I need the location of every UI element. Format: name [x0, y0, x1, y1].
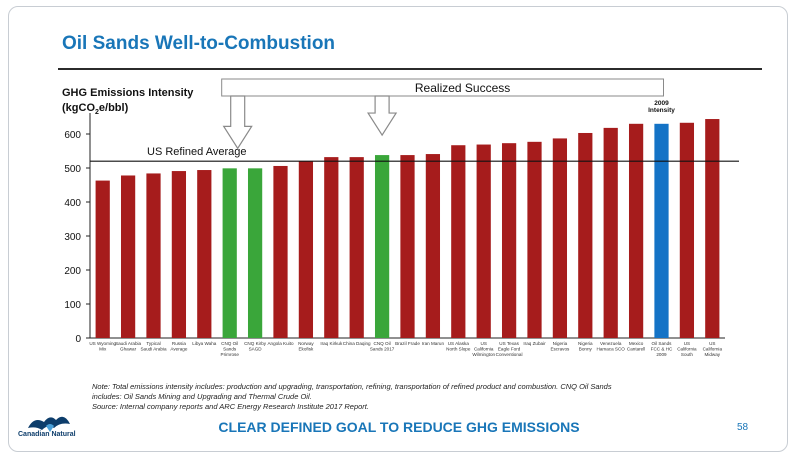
- us-refined-average-label: US Refined Average: [147, 146, 246, 158]
- bar: [400, 155, 415, 338]
- x-tick-label: US Alaska North Slope: [446, 341, 471, 352]
- x-tick-label: US California Midway: [703, 341, 723, 357]
- y-tick-label: 400: [64, 198, 81, 209]
- bar: [552, 138, 568, 338]
- bar: [705, 119, 720, 338]
- y-tick-label: 600: [64, 130, 81, 141]
- bar: [374, 155, 390, 338]
- x-tick-label: Venezuela Hamaca SCO: [597, 341, 626, 352]
- bar: [95, 180, 110, 338]
- x-tick-label: US California South: [677, 341, 697, 357]
- bar: [298, 161, 314, 338]
- x-tick-label: Russia Average: [170, 341, 187, 352]
- maple-leaf-icon: [28, 416, 70, 432]
- slide-tagline: CLEAR DEFINED GOAL TO REDUCE GHG EMISSIO…: [218, 419, 580, 435]
- x-tick-label: Mexico Cantarell: [627, 341, 645, 352]
- bar: [425, 154, 441, 338]
- bar: [679, 122, 695, 338]
- y-tick-label: 200: [64, 266, 81, 277]
- page-number: 58: [737, 422, 749, 433]
- realized-success-label: Realized Success: [415, 81, 510, 95]
- bar: [222, 168, 237, 338]
- y-tick-label: 500: [64, 164, 81, 175]
- x-tick-label: US Wyoming Mix: [89, 341, 116, 352]
- x-tick-label: US California Wilmington: [472, 341, 495, 357]
- x-tick-label: Iraq Zubair: [523, 341, 546, 346]
- y-axis-label-line1: GHG Emissions Intensity: [62, 87, 194, 99]
- x-tick-label: Norway Ekofisk: [298, 341, 314, 352]
- bar: [273, 165, 288, 338]
- bar: [578, 132, 593, 338]
- arrow-down-icon: [367, 95, 398, 137]
- x-tick-label: Typical Saudi Arabia: [140, 341, 166, 352]
- bar: [501, 143, 517, 338]
- x-tick-label: CNQ Oil Sands 2017: [370, 341, 395, 352]
- title-divider: [58, 68, 762, 70]
- y-tick-label: 0: [75, 334, 81, 345]
- x-tick-label: Libya Waha: [192, 341, 217, 346]
- bar: [476, 144, 491, 338]
- x-tick-label: China Daqing: [343, 341, 371, 346]
- x-tick-label: Saudi Arabia Ghawar: [115, 341, 141, 352]
- slide-title: Oil Sands Well-to-Combustion: [62, 33, 336, 54]
- bar: [603, 127, 618, 338]
- footnote-line: Source: Internal company reports and ARC…: [92, 402, 369, 411]
- x-tick-label: CNQ Kirby SAGD: [244, 341, 267, 352]
- bar: [527, 141, 542, 338]
- y-tick-label: 300: [64, 232, 81, 243]
- bar: [120, 175, 136, 338]
- x-tick-label: Iraq Kirkuk: [320, 341, 343, 346]
- arrow-down-icon: [222, 95, 253, 150]
- x-tick-label: Oil Sands FCC & HC 2009: [651, 341, 673, 357]
- y-tick-label: 100: [64, 300, 81, 311]
- bar: [247, 168, 263, 338]
- bar: [146, 173, 161, 338]
- y-axis-label-line2: (kgCO2e/bbl): [62, 102, 129, 116]
- bar: [451, 145, 466, 338]
- intensity-label: Intensity: [648, 107, 675, 114]
- x-tick-label: US Texas Eagle Ford Conventional: [496, 341, 523, 357]
- realized-success-banner: [221, 78, 664, 97]
- x-tick-label: CNQ Oil Sands Primrose: [221, 341, 240, 357]
- x-tick-label: Iran Marun: [422, 341, 445, 346]
- footnote-line: Note: Total emissions intensity includes…: [92, 382, 612, 391]
- company-logo-text: Canadian Natural: [18, 431, 76, 438]
- intensity-year-label: 2009: [654, 100, 669, 107]
- footnote-line: includes: Oil Sands Mining and Upgrading…: [92, 392, 312, 401]
- x-tick-label: Nigeria Bonny: [578, 341, 593, 352]
- footnotes: Note: Total emissions intensity includes…: [92, 382, 732, 412]
- bar: [197, 170, 212, 338]
- bar: [324, 157, 339, 338]
- bar: [349, 157, 364, 338]
- x-tick-label: Brazil Frade: [395, 341, 420, 346]
- bar: [628, 123, 644, 338]
- bar: [171, 171, 187, 338]
- x-tick-label: Nigeria Escravos: [550, 341, 570, 352]
- bar: [654, 123, 669, 338]
- x-tick-label: Angola Kuito: [267, 341, 293, 346]
